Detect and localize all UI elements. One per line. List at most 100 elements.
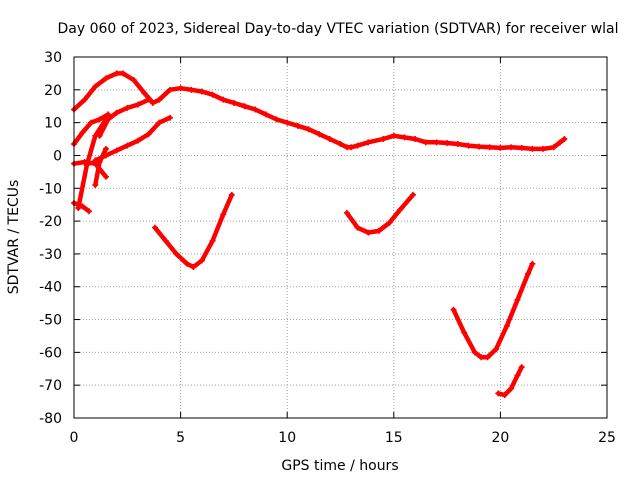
- data-point: [486, 144, 493, 151]
- data-point: [81, 96, 88, 103]
- series-main-arc: [71, 70, 568, 152]
- data-point: [230, 99, 237, 106]
- data-point: [354, 224, 361, 231]
- data-point: [177, 85, 184, 92]
- y-tick-label: 10: [44, 116, 62, 132]
- data-point: [145, 96, 152, 103]
- data-point: [162, 237, 169, 244]
- series-dip-2: [343, 191, 416, 236]
- data-point: [102, 145, 109, 152]
- data-point: [96, 159, 103, 166]
- series-dip-3: [450, 260, 536, 361]
- data-point: [134, 137, 141, 144]
- data-point: [326, 136, 333, 143]
- data-point: [495, 390, 502, 397]
- data-point: [220, 96, 227, 103]
- data-point: [316, 131, 323, 138]
- y-axis-label: SDTVAR / TECUs: [6, 180, 22, 295]
- data-point: [102, 173, 109, 180]
- series-line: [71, 159, 109, 180]
- data-point: [450, 306, 457, 313]
- data-point: [262, 111, 269, 118]
- chart-title: Day 060 of 2023, Sidereal Day-to-day VTE…: [57, 21, 618, 37]
- data-point: [461, 329, 468, 336]
- data-point: [130, 76, 137, 83]
- grid-lines: [74, 57, 607, 418]
- data-point: [190, 264, 197, 271]
- data-point: [484, 354, 491, 361]
- data-point: [166, 114, 173, 121]
- data-point: [412, 136, 419, 143]
- data-point: [557, 139, 564, 146]
- data-point: [83, 162, 90, 169]
- data-point: [386, 219, 393, 226]
- data-point: [198, 257, 205, 264]
- data-point: [79, 203, 86, 210]
- x-tick-label: 20: [491, 430, 509, 446]
- data-point: [518, 144, 525, 151]
- axis-ticks: 0 5 10 15 20 25 -80 -70 -60 -50 -40 -30 -20 -10 0 10 20 3…: [39, 50, 616, 446]
- series-arc-g: [92, 145, 109, 188]
- y-tick-label: -10: [39, 181, 62, 197]
- data-point: [348, 144, 355, 151]
- data-point: [88, 119, 95, 126]
- data-point: [401, 134, 408, 141]
- series-line: [93, 115, 173, 163]
- series-arc-c: [92, 114, 173, 164]
- data-point: [529, 145, 536, 152]
- data-point: [493, 346, 500, 353]
- data-point: [134, 101, 141, 108]
- data-point: [220, 211, 227, 218]
- data-point: [550, 144, 557, 151]
- data-point: [514, 296, 521, 303]
- data-point: [508, 144, 515, 151]
- data-point: [105, 111, 112, 118]
- data-point: [252, 106, 259, 113]
- data-point: [209, 91, 216, 98]
- data-point: [354, 142, 361, 149]
- data-point: [188, 86, 195, 93]
- data-point: [96, 116, 103, 123]
- data-point: [525, 270, 532, 277]
- data-point: [422, 139, 429, 146]
- data-point: [529, 260, 536, 267]
- data-point: [508, 385, 515, 392]
- data-point: [92, 83, 99, 90]
- data-point: [561, 136, 568, 143]
- data-point: [501, 392, 508, 399]
- data-point: [478, 354, 485, 361]
- series-dip-4: [495, 364, 525, 399]
- data-point: [198, 88, 205, 95]
- data-point: [518, 364, 525, 371]
- data-point: [409, 191, 416, 198]
- data-point: [113, 70, 120, 77]
- data-point: [540, 145, 547, 152]
- y-tick-label: -80: [39, 411, 62, 427]
- data-point: [145, 131, 152, 138]
- data-point: [465, 142, 472, 149]
- data-point: [471, 349, 478, 356]
- data-point: [241, 103, 248, 110]
- y-tick-label: -40: [39, 280, 62, 296]
- data-point: [152, 224, 159, 231]
- series-line: [76, 117, 109, 211]
- y-tick-label: -50: [39, 313, 62, 329]
- data-point: [365, 229, 372, 236]
- y-tick-label: -60: [39, 345, 62, 361]
- data-point: [79, 129, 86, 136]
- x-tick-label: 25: [598, 430, 616, 446]
- data-point: [113, 109, 120, 116]
- series-arc-f: [75, 116, 109, 211]
- data-point: [124, 142, 131, 149]
- data-point: [102, 116, 109, 123]
- y-tick-label: 0: [53, 148, 62, 164]
- x-tick-label: 0: [70, 430, 79, 446]
- data-point: [120, 70, 127, 77]
- series-line: [451, 261, 535, 360]
- data-point: [365, 139, 372, 146]
- data-point: [514, 372, 521, 379]
- data-point: [305, 126, 312, 133]
- data-point: [337, 140, 344, 147]
- data-point: [102, 75, 109, 82]
